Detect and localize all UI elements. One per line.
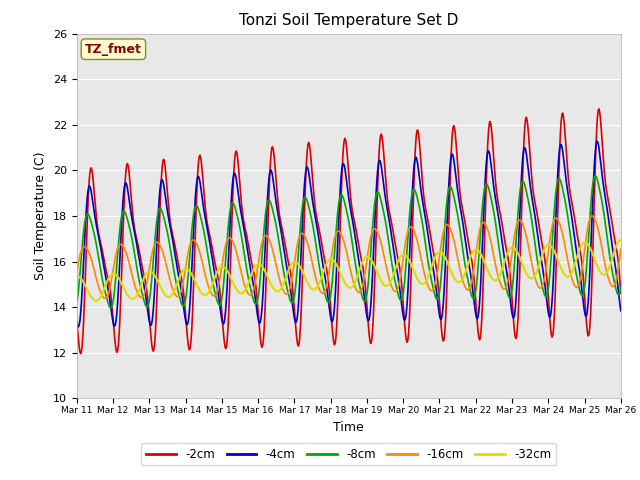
-8cm (341, 201, 349, 207)
-16cm (216, 273, 224, 278)
-8cm (216, 301, 224, 307)
X-axis label: Time: Time (333, 420, 364, 433)
Legend: -2cm, -4cm, -8cm, -16cm, -32cm: -2cm, -4cm, -8cm, -16cm, -32cm (141, 443, 556, 466)
Line: -4cm: -4cm (77, 141, 621, 327)
-8cm (73, 300, 81, 306)
Title: Tonzi Soil Temperature Set D: Tonzi Soil Temperature Set D (239, 13, 458, 28)
-32cm (216, 264, 224, 270)
-16cm (617, 246, 625, 252)
-4cm (73, 320, 81, 326)
-8cm (448, 185, 456, 191)
-4cm (216, 307, 224, 312)
-16cm (568, 275, 575, 281)
-4cm (568, 214, 575, 220)
-32cm (73, 273, 81, 279)
-32cm (93, 298, 100, 303)
-8cm (568, 242, 575, 248)
-2cm (394, 255, 402, 261)
-16cm (394, 285, 402, 291)
-8cm (617, 284, 625, 290)
-32cm (193, 282, 201, 288)
-16cm (102, 296, 109, 301)
Text: TZ_fmet: TZ_fmet (85, 43, 142, 56)
-2cm (617, 290, 625, 296)
-4cm (617, 308, 625, 314)
-16cm (73, 269, 81, 275)
Line: -8cm: -8cm (77, 176, 621, 308)
-4cm (74, 324, 82, 330)
-16cm (341, 243, 349, 249)
-32cm (568, 270, 575, 276)
-2cm (193, 186, 201, 192)
-4cm (341, 167, 349, 172)
-8cm (193, 203, 201, 209)
Line: -2cm: -2cm (77, 109, 621, 354)
-4cm (593, 138, 601, 144)
-2cm (216, 293, 224, 299)
-4cm (394, 273, 402, 279)
-32cm (394, 259, 402, 264)
-4cm (448, 152, 456, 157)
-16cm (193, 241, 201, 247)
-32cm (617, 237, 625, 243)
-2cm (73, 317, 81, 323)
-32cm (341, 280, 349, 286)
-16cm (588, 213, 596, 219)
-2cm (568, 199, 575, 205)
-8cm (591, 173, 599, 179)
-32cm (448, 270, 456, 276)
-2cm (595, 106, 603, 112)
Line: -16cm: -16cm (77, 216, 621, 299)
-2cm (448, 143, 456, 149)
Line: -32cm: -32cm (77, 240, 621, 300)
-2cm (77, 351, 84, 357)
-4cm (193, 178, 201, 183)
Y-axis label: Soil Temperature (C): Soil Temperature (C) (35, 152, 47, 280)
-16cm (448, 229, 456, 235)
-8cm (394, 291, 402, 297)
-2cm (341, 135, 349, 141)
-8cm (107, 305, 115, 311)
